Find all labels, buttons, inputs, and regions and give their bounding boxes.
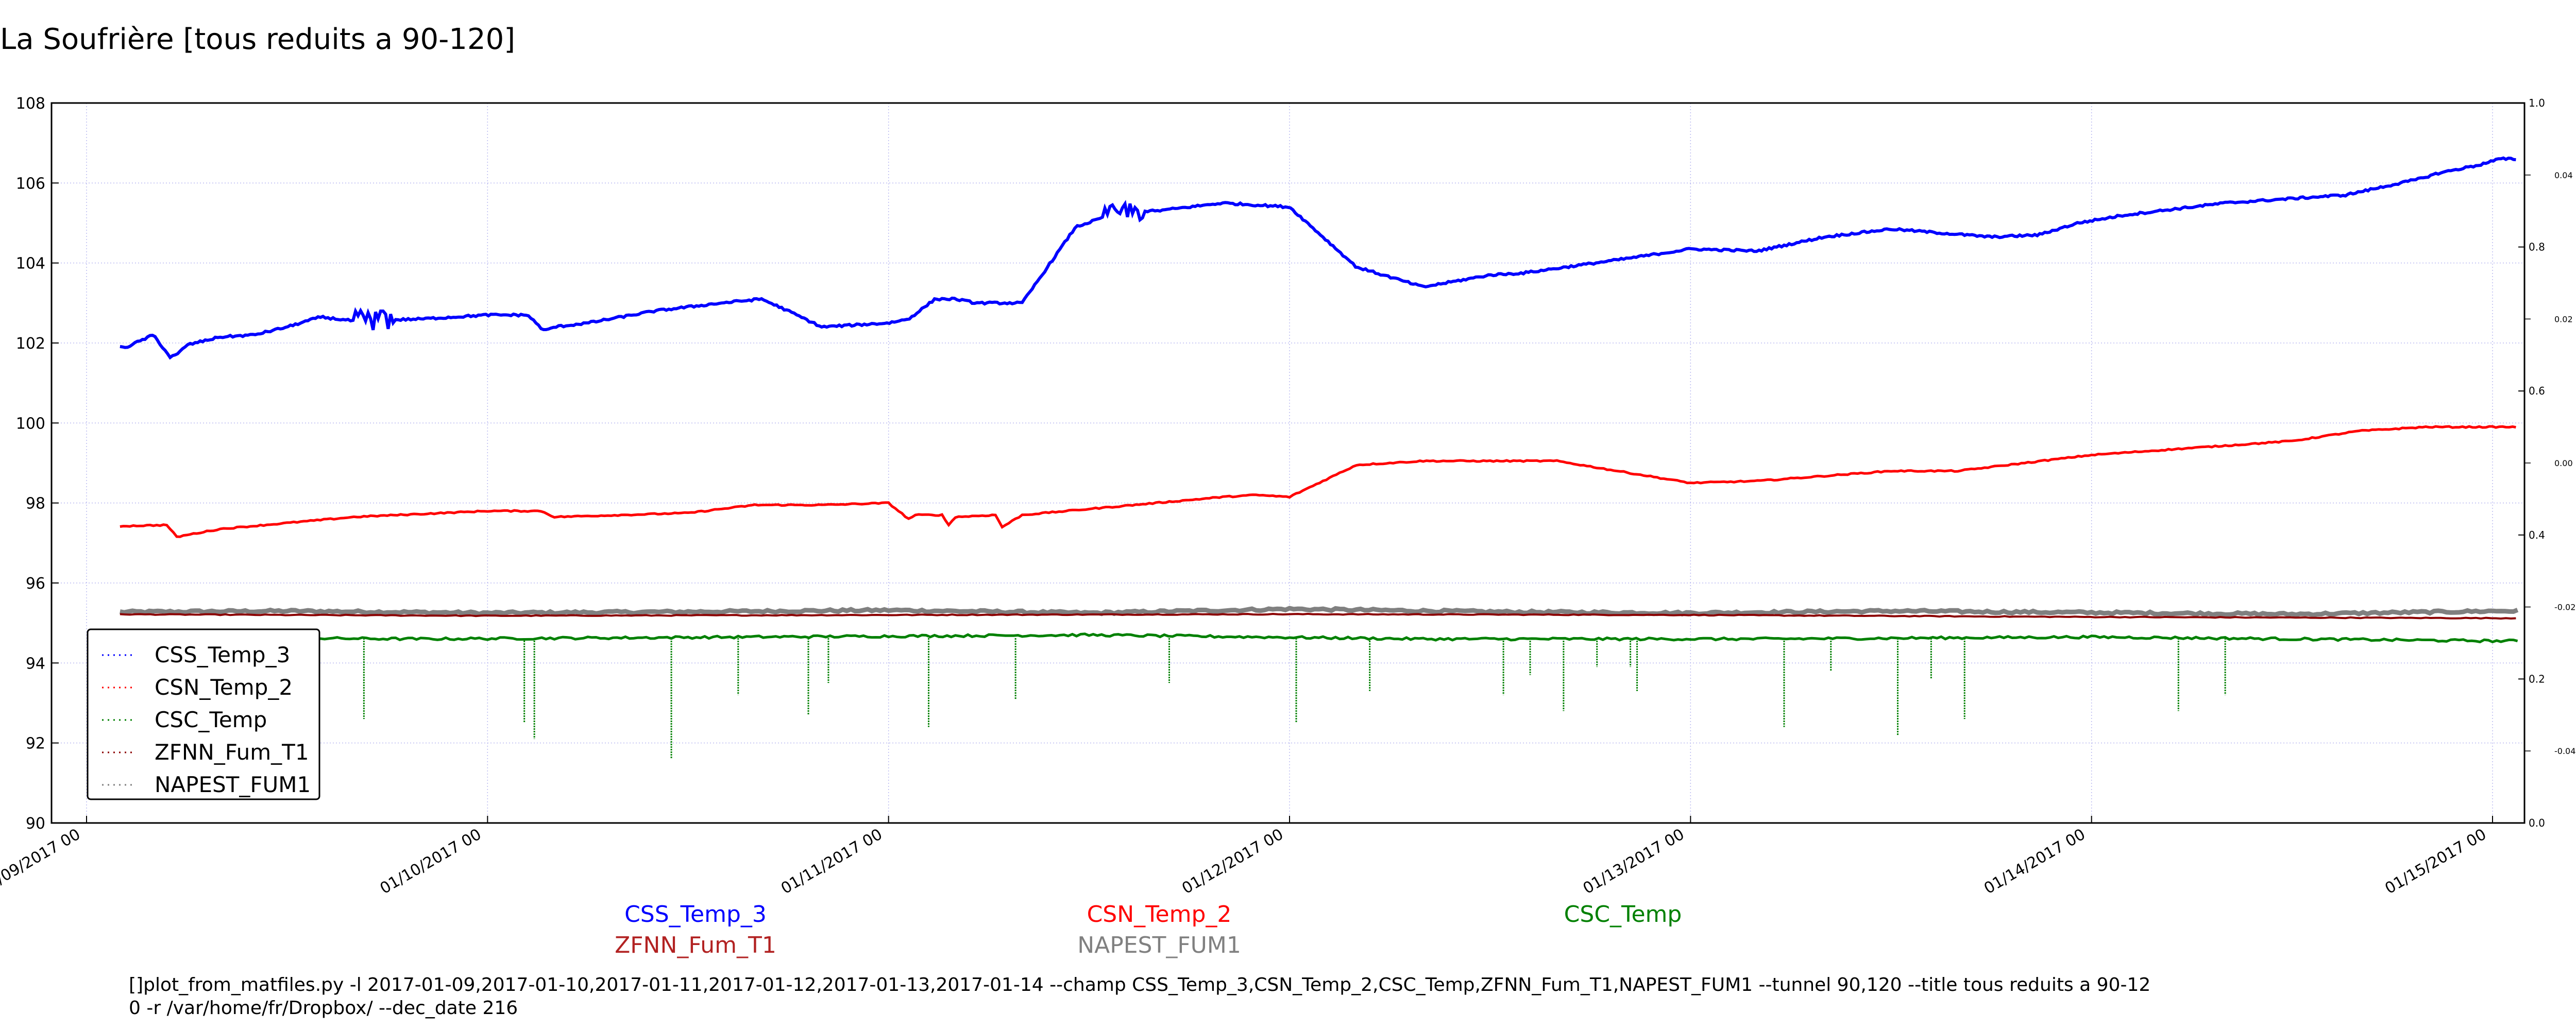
- x-tick-label: 01/14/2017 00: [1981, 826, 2089, 898]
- bottom-legend-label: CSC_Temp: [1564, 901, 1682, 928]
- legend-label: NAPEST_FUM1: [155, 772, 311, 797]
- right-tick-label: 0.0: [2529, 817, 2545, 829]
- right-small-tick-label: -0.04: [2554, 746, 2575, 756]
- y-tick-label: 94: [26, 655, 45, 673]
- bottom-legend-label: CSS_Temp_3: [624, 901, 767, 928]
- x-tick-label: 01/09/2017 00: [0, 826, 83, 898]
- bottom-legend: CSS_Temp_3 CSN_Temp_2 CSC_Temp ZFNN_Fum_T1 N…: [615, 901, 1682, 958]
- series-csc-temp: [120, 632, 2518, 644]
- right-small-tick-label: 0.04: [2554, 170, 2573, 180]
- y-tick-label: 98: [26, 495, 45, 513]
- right-tick-label: 0.4: [2529, 529, 2545, 541]
- bottom-legend-label: NAPEST_FUM1: [1077, 932, 1241, 958]
- x-tick-label: 01/12/2017 00: [1179, 826, 1286, 898]
- command-text: []plot_from_matfiles.py -l 2017-01-09,20…: [129, 974, 2151, 1019]
- series-csn-temp-2: [120, 425, 2516, 538]
- series-layer: [120, 156, 2519, 759]
- y-tick-label: 96: [26, 575, 45, 593]
- chart-title: La Soufrière [tous reduits a 90-120]: [0, 23, 515, 56]
- y-tick-label: 104: [16, 255, 45, 273]
- legend: CSS_Temp_3 CSN_Temp_2 CSC_Temp ZFNN_Fum_T1 N…: [87, 628, 320, 800]
- right-small-tick-label: -0.02: [2554, 603, 2575, 612]
- series-css-temp-3: [120, 156, 2516, 360]
- right-tick-label: 1.0: [2529, 97, 2545, 109]
- series-zfnn-fum-t1: [120, 612, 2516, 620]
- x-tick-label: 01/11/2017 00: [778, 826, 886, 898]
- series-napest-fum1: [120, 606, 2519, 617]
- legend-box: [87, 628, 320, 800]
- legend-label: ZFNN_Fum_T1: [155, 740, 309, 765]
- bottom-legend-label: ZFNN_Fum_T1: [615, 932, 776, 958]
- right-tick-label: 0.2: [2529, 673, 2545, 685]
- x-tick-label: 01/10/2017 00: [377, 826, 485, 898]
- right-small-tick-label: 0.00: [2554, 458, 2573, 468]
- bottom-legend-label: CSN_Temp_2: [1087, 901, 1232, 928]
- x-tick-label: 01/13/2017 00: [1580, 826, 1688, 898]
- x-tick-label: 01/15/2017 00: [2382, 826, 2489, 898]
- y-tick-label: 106: [16, 175, 45, 193]
- right-tick-label: 0.8: [2529, 241, 2545, 253]
- y-tick-label: 108: [16, 95, 45, 113]
- legend-label: CSC_Temp: [155, 707, 267, 732]
- right-small-tick-label: 0.02: [2554, 314, 2573, 324]
- y-tick-label: 100: [16, 415, 45, 433]
- y-tick-label: 90: [26, 815, 45, 833]
- legend-label: CSS_Temp_3: [155, 642, 290, 667]
- y-tick-label: 102: [16, 335, 45, 353]
- grid: [52, 103, 2524, 823]
- right-tick-label: 0.6: [2529, 385, 2545, 397]
- y-tick-label: 92: [26, 735, 45, 753]
- legend-label: CSN_Temp_2: [155, 675, 293, 700]
